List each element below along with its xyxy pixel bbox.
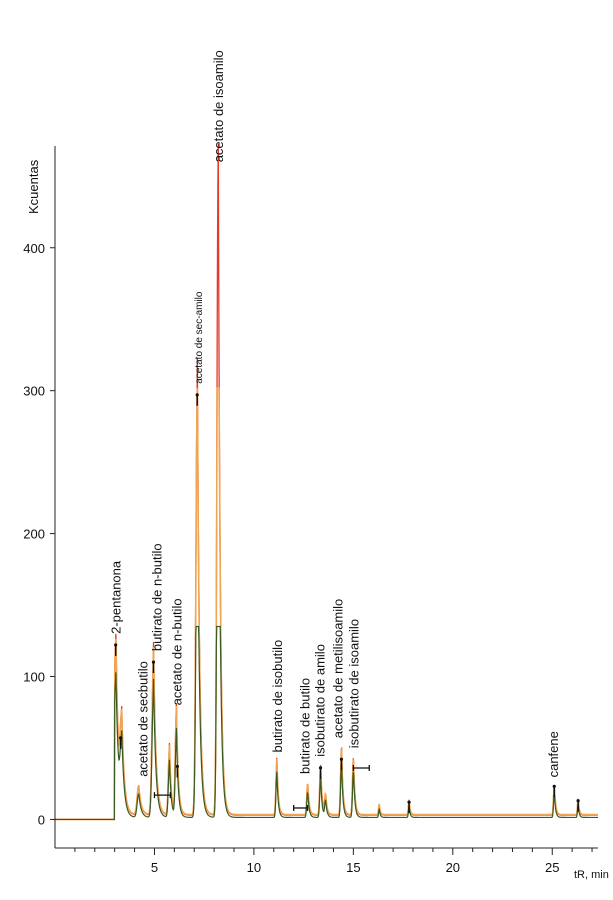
- peak-marker-dot: [119, 736, 123, 740]
- tick-group: 0 100 200 300 400 5 10 15 20 25: [23, 241, 593, 875]
- peak-marker-dot: [318, 766, 323, 770]
- peak-marker-dot: [407, 800, 411, 804]
- peak-label-group: 2-pentanona acetato de secbutilo butirato …: [109, 50, 562, 777]
- peak-marker-dot: [114, 643, 118, 647]
- y-tick-label: 200: [23, 527, 45, 542]
- peak-marker-dot: [195, 393, 199, 397]
- y-tick-label: 400: [23, 241, 45, 256]
- peak-label: canfene: [546, 731, 561, 777]
- x-tick-label: 15: [346, 860, 360, 875]
- peak-label: acetato de sec-amilo: [194, 291, 205, 384]
- peak-label: butirato de n-butilo: [149, 543, 164, 651]
- y-tick-label: 0: [38, 812, 45, 827]
- y-tick-label: 100: [23, 670, 45, 685]
- x-tick-label: 20: [446, 860, 460, 875]
- peak-marker-dot: [339, 757, 344, 761]
- green-trace: [55, 625, 598, 821]
- peak-marker-dot: [151, 660, 156, 664]
- marker-group: [114, 393, 580, 814]
- peak-label: isobutirato de amilo: [313, 644, 328, 757]
- x-tick-label: 10: [247, 860, 261, 875]
- y-tick-label: 300: [23, 384, 45, 399]
- peak-label: acetato de n-butilo: [169, 598, 184, 705]
- x-tick-label: 5: [151, 860, 158, 875]
- y-axis-title: Kcuentas: [26, 159, 41, 214]
- x-tick-label: 25: [545, 860, 559, 875]
- peak-label: acetato de metilisoamilo: [330, 599, 345, 738]
- trace-group: [55, 143, 598, 821]
- peak-label: acetato de secbutilo: [136, 661, 151, 777]
- x-axis-title: tR, min: [574, 869, 609, 881]
- axes-group: [54, 146, 598, 849]
- peak-label: butirato de isobutilo: [270, 640, 285, 753]
- peak-label: 2-pentanona: [109, 560, 124, 634]
- peak-marker-dot: [175, 764, 179, 768]
- peak-marker-dot: [576, 799, 580, 803]
- peak-label: butirato de butilo: [298, 678, 313, 774]
- peak-marker-dot: [552, 784, 556, 789]
- peak-label: acetato de isoamilo: [211, 50, 226, 162]
- peak-label: isobutirato de isoamilo: [346, 619, 361, 748]
